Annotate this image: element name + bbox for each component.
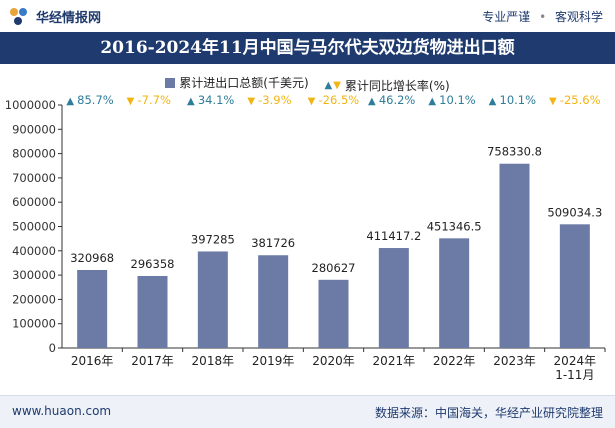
growth-up-icon: ▲ xyxy=(428,96,436,107)
growth-up-icon: ▲ xyxy=(368,96,376,107)
y-tick-label: 0 xyxy=(49,341,56,355)
x-tick-label: 2019年 xyxy=(252,354,295,368)
x-tick-label: 2022年 xyxy=(433,354,476,368)
growth-label: -26.5% xyxy=(319,93,360,107)
bar-value-label: 411417.2 xyxy=(366,229,421,243)
y-tick-label: 200000 xyxy=(12,292,56,306)
legend-triangle-icons: ▲ ▼ xyxy=(324,79,341,91)
bar-value-label: 397285 xyxy=(191,232,235,246)
legend-bar-swatch xyxy=(165,77,176,88)
bar-value-label: 296358 xyxy=(131,257,175,271)
brand-logo-icon xyxy=(10,7,30,26)
y-tick-label: 800000 xyxy=(12,147,56,161)
legend-item-total: 累计进出口总额(千美元) xyxy=(165,74,309,91)
tag-objective: 客观科学 xyxy=(554,10,603,24)
growth-label: -7.7% xyxy=(138,93,171,107)
bar-value-label: 509034.3 xyxy=(547,205,602,219)
y-tick-label: 300000 xyxy=(12,268,56,282)
bar xyxy=(258,255,289,348)
y-tick-label: 1000000 xyxy=(5,98,56,112)
top-bar: 华经情报网 专业严谨 • 客观科学 xyxy=(0,0,615,32)
bar xyxy=(137,275,168,348)
legend-bar-label: 累计进出口总额(千美元) xyxy=(179,76,309,90)
growth-down-icon: ▼ xyxy=(549,96,557,107)
x-tick-label: 2021年 xyxy=(373,354,416,368)
growth-down-icon: ▼ xyxy=(127,96,135,107)
bar-value-label: 320968 xyxy=(70,251,114,265)
bar xyxy=(499,163,530,348)
growth-down-icon: ▼ xyxy=(308,96,316,107)
footer: www.huaon.com 数据来源：中国海关，华经产业研究院整理 xyxy=(0,395,615,428)
chart-legend: 累计进出口总额(千美元) ▲ ▼ 累计同比增长率(%) xyxy=(0,74,615,94)
chart-title: 2016-2024年11月中国与马尔代夫双边货物进出口额 xyxy=(0,32,615,64)
bar xyxy=(559,224,590,348)
footer-site-link[interactable]: www.huaon.com xyxy=(12,404,112,418)
y-tick-label: 500000 xyxy=(12,220,56,234)
bar-value-label: 758330.8 xyxy=(487,145,542,159)
bar xyxy=(318,279,349,348)
bar-value-label: 280627 xyxy=(312,261,356,275)
bar-chart: 0 100000 200000 300000 400000 500000 600000 700… xyxy=(5,93,606,382)
growth-label: 85.7% xyxy=(77,93,114,107)
growth-label: -25.6% xyxy=(560,93,601,107)
growth-up-icon: ▲ xyxy=(187,96,195,107)
brand[interactable]: 华经情报网 xyxy=(10,7,101,26)
y-tick-label: 400000 xyxy=(12,244,56,258)
bar-value-label: 451346.5 xyxy=(427,219,482,233)
x-tick-label: 1-11月 xyxy=(555,368,594,382)
bar xyxy=(77,270,108,348)
x-tick-label: 2017年 xyxy=(131,354,174,368)
y-tick-label: 700000 xyxy=(12,171,56,185)
brand-name: 华经情报网 xyxy=(36,11,102,26)
growth-label: 10.1% xyxy=(500,93,537,107)
x-tick-label: 2020年 xyxy=(312,354,355,368)
growth-label: -3.9% xyxy=(258,93,291,107)
bar xyxy=(197,251,228,348)
y-tick-label: 600000 xyxy=(12,195,56,209)
growth-label: 34.1% xyxy=(198,93,235,107)
x-tick-label: 2018年 xyxy=(192,354,235,368)
x-tick-label: 2016年 xyxy=(71,354,114,368)
growth-up-icon: ▲ xyxy=(66,96,74,107)
bar xyxy=(378,248,409,348)
footer-source: 数据来源：中国海关，华经产业研究院整理 xyxy=(374,406,603,420)
x-tick-label: 2024年 xyxy=(554,354,597,368)
growth-label: 46.2% xyxy=(379,93,416,107)
x-tick-label: 2023年 xyxy=(493,354,536,368)
tag-professional: 专业严谨 xyxy=(482,10,531,24)
legend-item-growth: ▲ ▼ 累计同比增长率(%) xyxy=(325,77,450,94)
growth-up-icon: ▲ xyxy=(489,96,497,107)
header-tags: 专业严谨 • 客观科学 xyxy=(482,8,603,25)
y-tick-label: 900000 xyxy=(12,122,56,136)
growth-down-icon: ▼ xyxy=(247,96,255,107)
tag-separator-dot: • xyxy=(539,10,547,24)
bar-value-label: 381726 xyxy=(251,236,295,250)
y-tick-label: 100000 xyxy=(12,317,56,331)
growth-label: 10.1% xyxy=(439,93,476,107)
bar xyxy=(439,238,470,348)
legend-growth-label: 累计同比增长率(%) xyxy=(344,78,450,93)
